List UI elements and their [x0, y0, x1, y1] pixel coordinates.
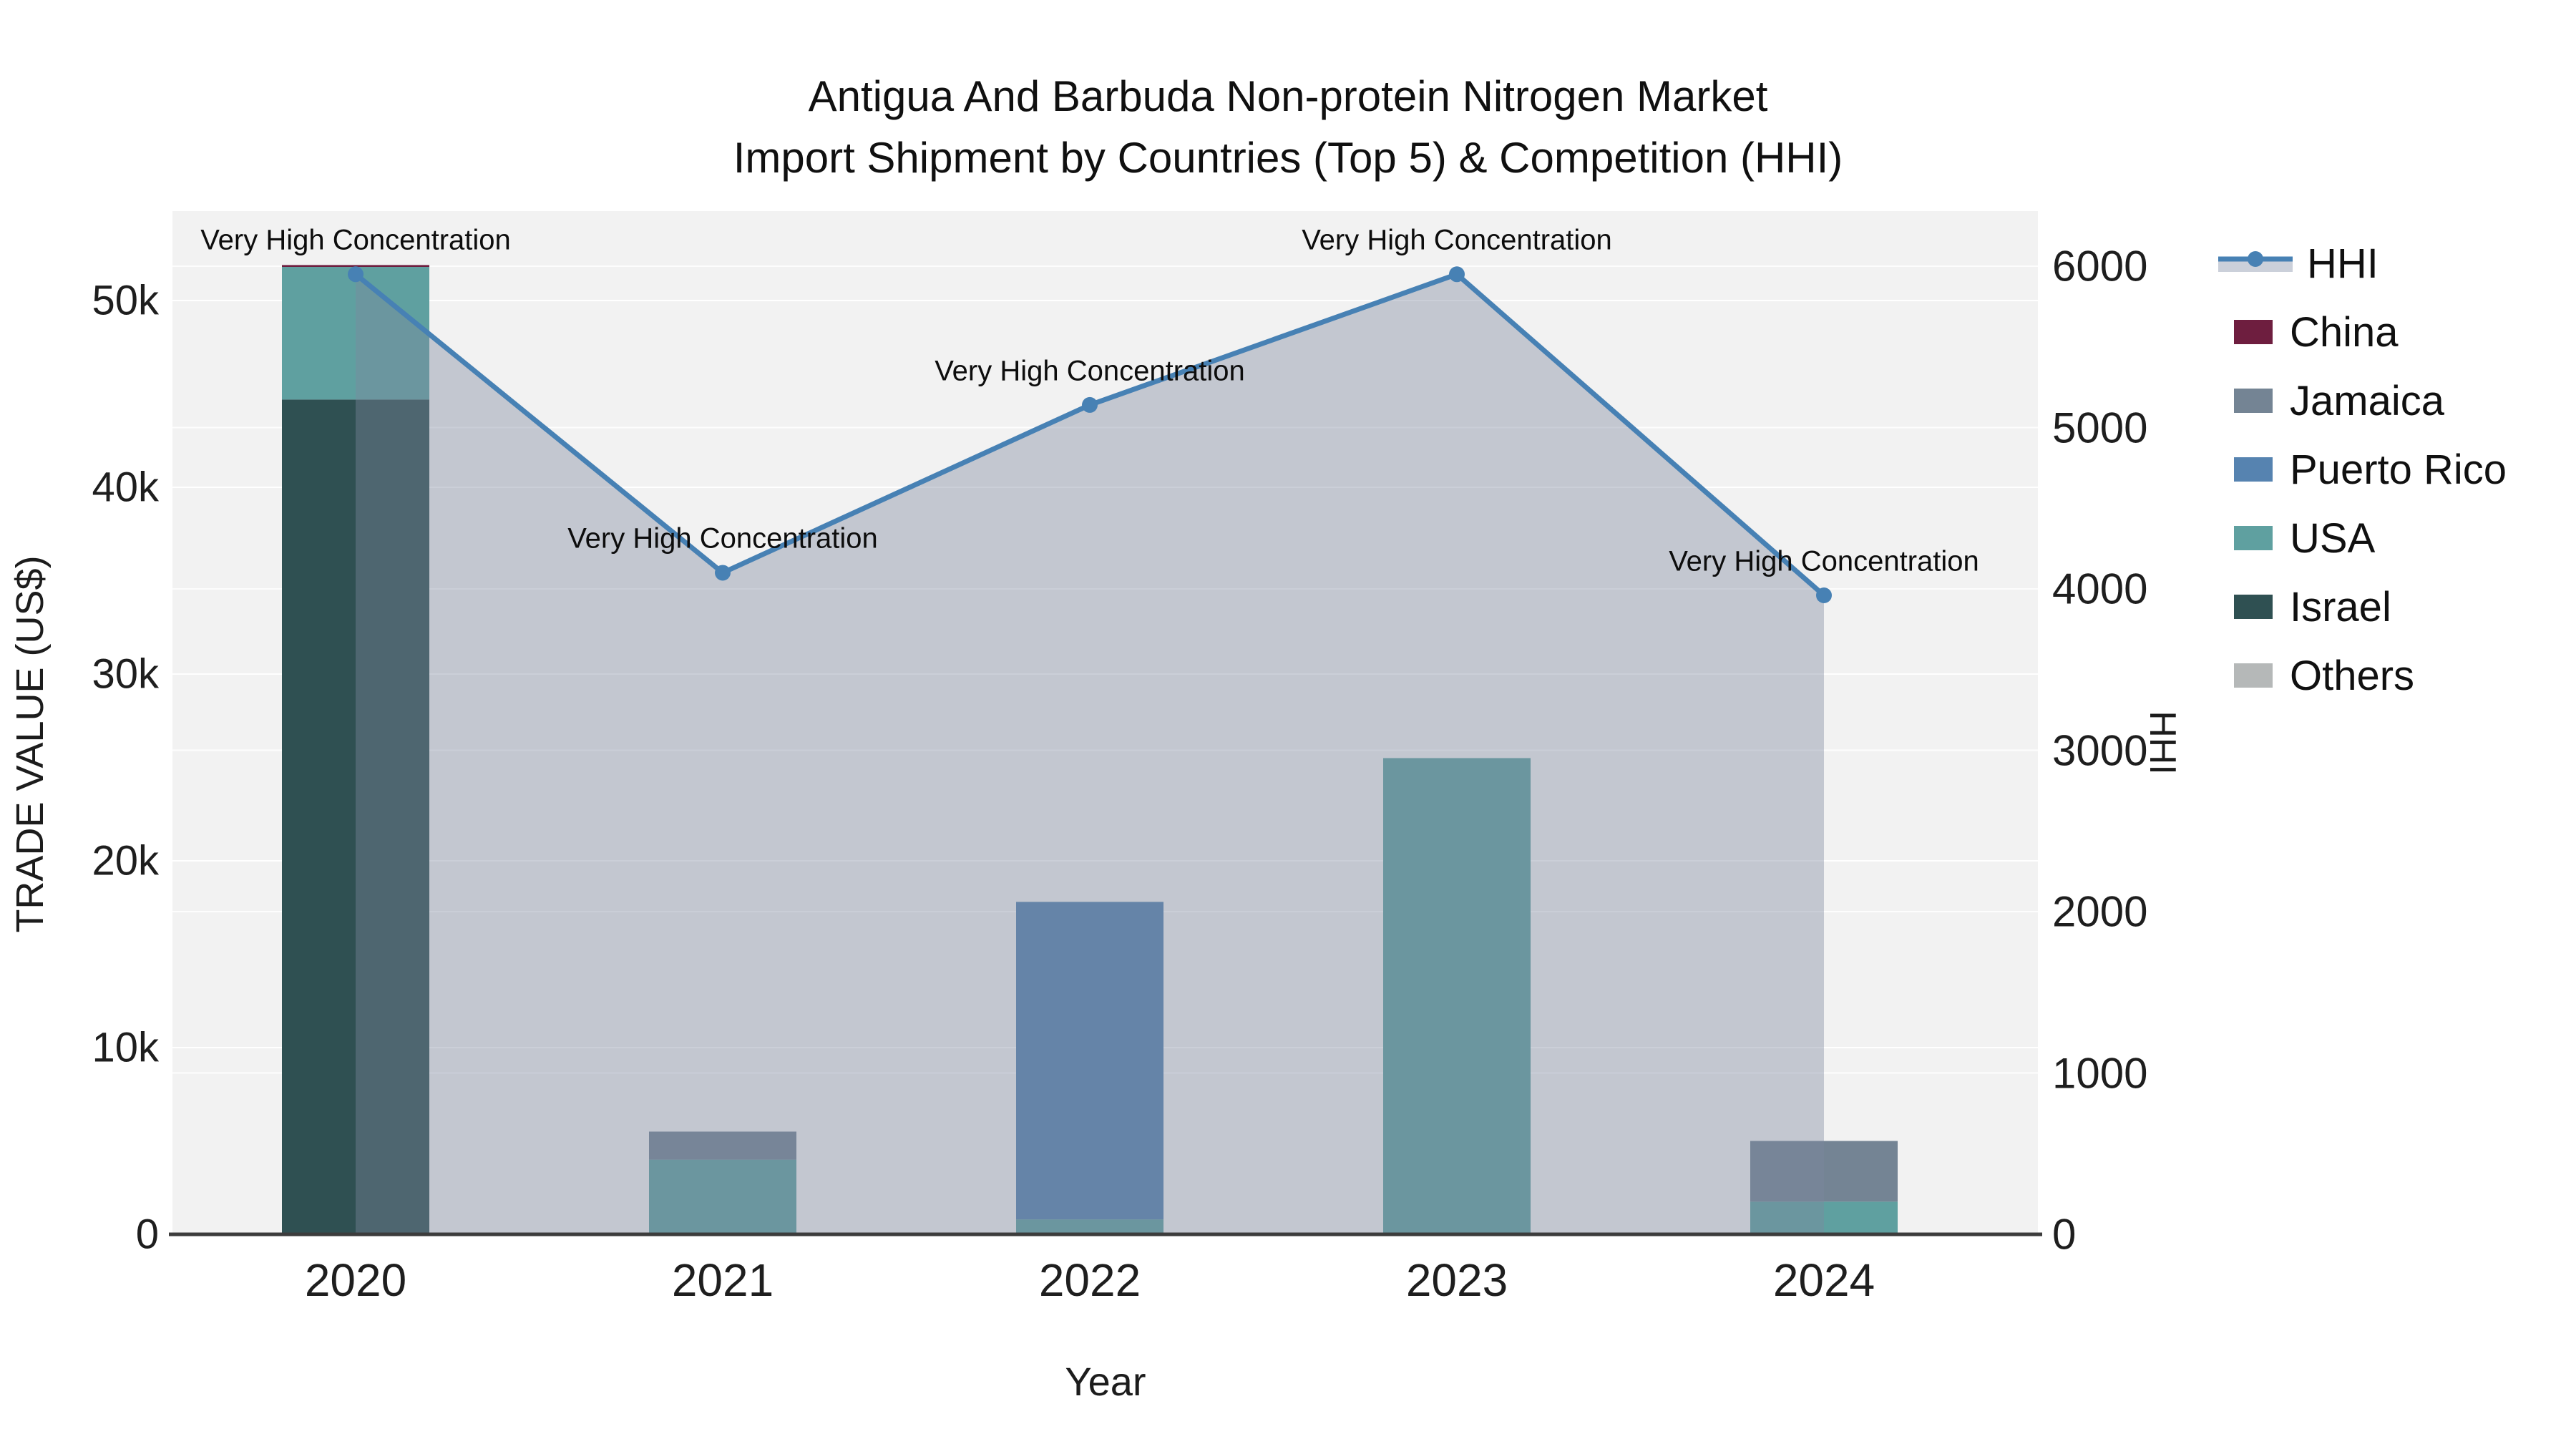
- annotation-2021: Very High Concentration: [567, 522, 878, 555]
- y-right-tick-1000: 1000: [2052, 1049, 2148, 1097]
- y-left-tick-50k: 50k: [92, 277, 159, 324]
- y-left-tick-20k: 20k: [92, 837, 159, 884]
- x-tick-2020: 2020: [304, 1254, 407, 1306]
- annotation-2020: Very High Concentration: [200, 224, 511, 256]
- legend-label-china: China: [2290, 308, 2399, 356]
- others-swatch-icon: [2234, 663, 2273, 688]
- hhi-marker-2021[interactable]: [715, 565, 731, 581]
- bar-segment-2022-usa[interactable]: [1016, 1219, 1163, 1234]
- legend-item-jamaica[interactable]: Jamaica: [2217, 375, 2444, 426]
- bar-segment-2020-israel[interactable]: [282, 399, 429, 1234]
- chart-title-line2: Import Shipment by Countries (Top 5) & C…: [733, 134, 1843, 182]
- y-right-tick-0: 0: [2052, 1210, 2077, 1259]
- chart-title: Antigua And Barbuda Non-protein Nitrogen…: [0, 66, 2576, 189]
- usa-swatch-icon: [2234, 526, 2273, 550]
- y-right-tick-6000: 6000: [2052, 242, 2148, 291]
- china-swatch-icon: [2234, 320, 2273, 344]
- x-tick-2023: 2023: [1405, 1254, 1508, 1306]
- puerto-rico-swatch-icon: [2234, 457, 2273, 482]
- chart-title-line1: Antigua And Barbuda Non-protein Nitrogen…: [808, 72, 1768, 120]
- x-tick-2022: 2022: [1038, 1254, 1141, 1306]
- legend-label-puerto-rico: Puerto Rico: [2290, 446, 2507, 493]
- y-left-tick-10k: 10k: [92, 1024, 159, 1071]
- hhi-marker-2024[interactable]: [1816, 587, 1832, 604]
- hhi-marker-2020[interactable]: [348, 266, 364, 283]
- legend-item-israel[interactable]: Israel: [2217, 581, 2391, 633]
- legend-item-usa[interactable]: USA: [2217, 512, 2375, 564]
- y-right-tick-4000: 4000: [2052, 565, 2148, 613]
- y-left-tick-0: 0: [135, 1211, 159, 1258]
- bar-segment-2021-usa[interactable]: [649, 1159, 796, 1234]
- legend-label-hhi: HHI: [2307, 240, 2379, 287]
- legend-label-israel: Israel: [2290, 583, 2391, 630]
- y-right-tick-2000: 2000: [2052, 887, 2148, 936]
- bar-segment-2024-jamaica[interactable]: [1750, 1141, 1898, 1202]
- y-left-tick-30k: 30k: [92, 650, 159, 698]
- bar-segment-2020-usa[interactable]: [282, 267, 429, 400]
- y-axis-left-title: TRADE VALUE (US$): [9, 555, 52, 933]
- hhi-marker-2022[interactable]: [1082, 396, 1098, 413]
- legend-item-others[interactable]: Others: [2217, 650, 2414, 701]
- bar-segment-2021-jamaica[interactable]: [649, 1131, 796, 1160]
- bar-segment-2024-usa[interactable]: [1750, 1201, 1898, 1234]
- bar-segment-2020-china[interactable]: [282, 265, 429, 268]
- annotation-2022: Very High Concentration: [935, 355, 1245, 387]
- y-axis-right-title: HHI: [2142, 711, 2183, 775]
- bar-segment-2023-usa[interactable]: [1383, 758, 1531, 1234]
- annotation-2024: Very High Concentration: [1669, 545, 1979, 577]
- legend-item-puerto-rico[interactable]: Puerto Rico: [2217, 444, 2507, 495]
- legend-item-hhi[interactable]: HHI: [2217, 238, 2379, 289]
- legend-item-china[interactable]: China: [2217, 306, 2399, 358]
- y-right-tick-3000: 3000: [2052, 726, 2148, 774]
- israel-swatch-icon: [2234, 595, 2273, 619]
- x-tick-2024: 2024: [1772, 1254, 1875, 1306]
- hhi-line-sample-icon: [2217, 245, 2294, 283]
- hhi-marker-2023[interactable]: [1449, 266, 1465, 283]
- legend-label-others: Others: [2290, 652, 2415, 699]
- x-axis-title: Year: [1065, 1359, 1146, 1404]
- legend-label-usa: USA: [2290, 514, 2376, 562]
- y-right-tick-5000: 5000: [2052, 404, 2148, 452]
- hhi-area-fill: [356, 274, 1824, 1234]
- x-tick-2021: 2021: [671, 1254, 774, 1306]
- y-left-tick-40k: 40k: [92, 464, 159, 511]
- annotation-2023: Very High Concentration: [1302, 224, 1612, 256]
- jamaica-swatch-icon: [2234, 389, 2273, 413]
- bar-segment-2022-puerto-rico[interactable]: [1016, 902, 1163, 1220]
- legend-label-jamaica: Jamaica: [2290, 377, 2444, 424]
